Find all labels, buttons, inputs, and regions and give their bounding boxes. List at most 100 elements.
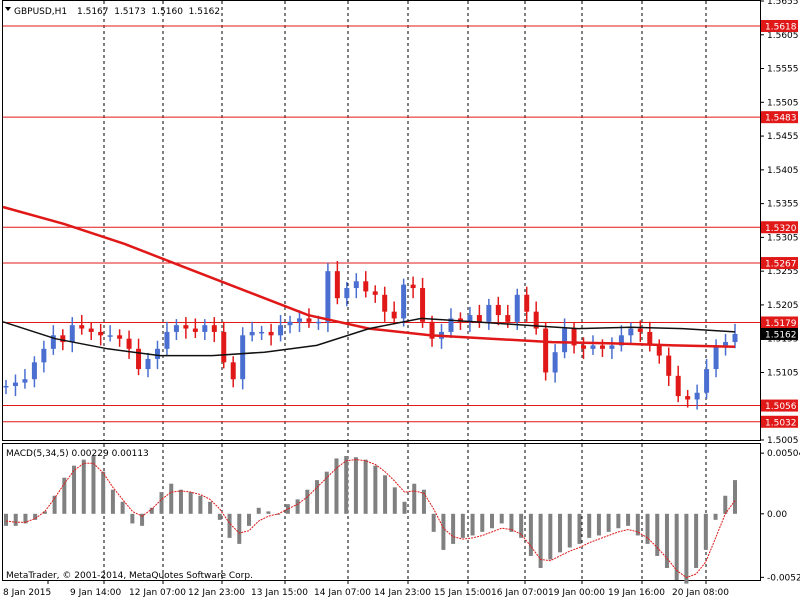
candle-body — [268, 331, 274, 336]
price-label: 1.5105 — [767, 368, 799, 378]
level-price-text: 1.5320 — [765, 224, 797, 234]
candle-body — [723, 342, 729, 346]
macd-bar — [645, 513, 650, 544]
horizontal-levels[interactable] — [3, 25, 760, 423]
level-price-box: 1.5483 — [761, 111, 798, 124]
candle-body — [514, 294, 520, 322]
candle-body — [505, 315, 511, 322]
candle-body — [675, 375, 681, 397]
symbol-label: GBPUSD,H1 — [14, 7, 67, 17]
price-label: 1.5355 — [767, 200, 799, 210]
macd-bar — [295, 499, 300, 514]
ma-slow-line — [2, 317, 736, 357]
level-price-text: 1.5483 — [765, 114, 797, 124]
candle-body — [429, 321, 435, 339]
candle-body — [713, 345, 719, 370]
macd-bar — [81, 459, 86, 514]
candle-body — [259, 331, 265, 334]
candle-body — [353, 281, 359, 289]
macd-bar — [383, 475, 388, 514]
candle-body — [495, 304, 501, 316]
macd-bar — [577, 513, 582, 544]
level-price-box: 1.5056 — [761, 399, 798, 412]
candle-body — [647, 331, 653, 346]
time-label: 19 Jan 16:00 — [608, 588, 665, 598]
macd-bar — [509, 513, 514, 532]
macd-bar — [470, 513, 475, 536]
macd-axis-label: 0.00 — [767, 510, 787, 520]
candle-body — [41, 348, 47, 363]
macd-bar — [315, 480, 320, 514]
candle-body — [637, 328, 643, 332]
level-price-text: 1.5179 — [765, 319, 797, 329]
candle-body — [3, 385, 9, 388]
macd-bar — [626, 513, 631, 526]
level-price-text: 1.5032 — [765, 418, 797, 428]
macd-bar — [208, 501, 213, 514]
macd-bar — [62, 477, 67, 514]
time-label: 19 Jan 00:00 — [548, 588, 605, 598]
candle-body — [581, 345, 587, 349]
time-axis[interactable]: 8 Jan 2015 9 Jan 14:00 12 Jan 07:00 12 Jan … — [3, 580, 729, 598]
macd-bar — [528, 513, 533, 556]
candle-body — [372, 291, 378, 295]
candle-body — [609, 345, 615, 349]
macd-bar — [237, 513, 242, 544]
copyright-text: MetaTrader, © 2001-2014, MetaQuotes Soft… — [6, 571, 253, 581]
macd-bar — [120, 501, 125, 514]
candle-body — [296, 318, 302, 322]
level-price-text: 1.5618 — [765, 22, 797, 32]
macd-bar — [305, 489, 310, 514]
price-label: 1.5005 — [767, 436, 799, 446]
price-label: 1.5555 — [767, 65, 799, 75]
current-price-text: 1.5162 — [765, 330, 797, 340]
candle-body — [732, 333, 738, 343]
time-label: 16 Jan 07:00 — [491, 588, 548, 598]
macd-bar — [198, 495, 203, 514]
price-label: 1.5505 — [767, 98, 799, 108]
candle-body — [401, 284, 407, 319]
macd-bar — [285, 504, 290, 514]
candle-body — [457, 318, 463, 322]
candle-body — [656, 345, 662, 356]
candle-body — [69, 325, 75, 343]
candle-body — [363, 281, 369, 292]
symbol-dropdown-icon[interactable] — [5, 7, 11, 11]
candle-body — [552, 352, 558, 373]
macd-bar — [596, 513, 601, 536]
candle-body — [599, 345, 605, 349]
level-price-box: 1.5032 — [761, 415, 798, 428]
candle-body — [391, 311, 397, 319]
candle-body — [467, 315, 473, 322]
candle-body — [524, 294, 530, 312]
candle-body — [202, 325, 208, 332]
candle-body — [543, 328, 549, 373]
candle-body — [107, 335, 113, 337]
macd-bar — [480, 513, 485, 532]
candle-body — [31, 362, 37, 380]
candle-body — [685, 396, 691, 400]
candle-body — [533, 311, 539, 329]
candle-body — [382, 294, 388, 312]
macd-bar — [247, 513, 251, 526]
time-label: 8 Jan 2015 — [3, 588, 51, 598]
macd-bar — [713, 513, 718, 520]
candle-body — [211, 325, 217, 332]
macd-bar — [91, 456, 96, 514]
candle-body — [334, 271, 340, 299]
macd-bar — [402, 501, 407, 514]
macd-bar — [606, 513, 611, 532]
macd-bar — [684, 513, 689, 584]
ohlc-values: 1.5167 1.5173 1.5160 1.5162 — [77, 7, 220, 17]
macd-bar — [130, 513, 135, 524]
candle-body — [60, 335, 66, 343]
macd-bar — [110, 489, 115, 514]
macd-bar — [703, 513, 708, 550]
macd-bar — [344, 456, 349, 514]
macd-bar — [4, 513, 8, 526]
candle-body — [694, 392, 700, 400]
candle-body — [88, 328, 94, 332]
macd-bar — [334, 458, 339, 514]
price-label: 1.5255 — [767, 267, 799, 277]
